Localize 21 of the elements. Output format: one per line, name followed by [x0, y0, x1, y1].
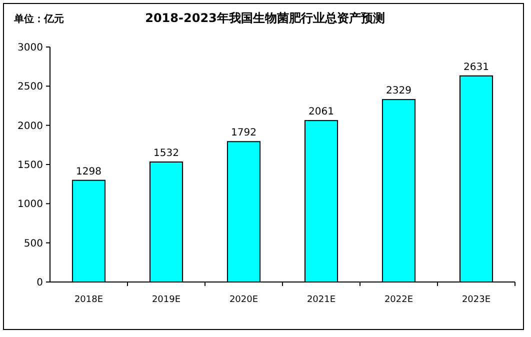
y-tick-label: 2500 [18, 82, 43, 93]
chart-title: 2018-2023年我国生物菌肥行业总资产预测 [145, 11, 385, 25]
x-tick-label: 2022E [384, 295, 414, 305]
y-tick-label: 0 [36, 278, 43, 288]
y-tick-label: 500 [24, 238, 43, 250]
data-label: 1298 [76, 166, 102, 178]
y-tick-label: 2000 [18, 120, 43, 132]
y-axis-title: 单位：亿元 [13, 13, 64, 25]
y-tick-label: 3000 [18, 42, 43, 54]
y-tick-label: 1500 [18, 160, 43, 171]
y-tick-label: 1000 [18, 199, 43, 210]
x-tick-label: 2023E [462, 295, 491, 305]
x-tick-label: 2019E [152, 295, 181, 305]
x-tick-label: 2018E [74, 295, 104, 305]
data-label: 2329 [386, 86, 412, 97]
data-label: 2631 [464, 62, 489, 73]
x-tick-label: 2020E [229, 295, 258, 305]
x-tick-label: 2021E [306, 295, 336, 305]
data-label: 1532 [154, 148, 179, 159]
data-label: 2061 [308, 106, 334, 118]
data-label: 1792 [231, 128, 256, 139]
